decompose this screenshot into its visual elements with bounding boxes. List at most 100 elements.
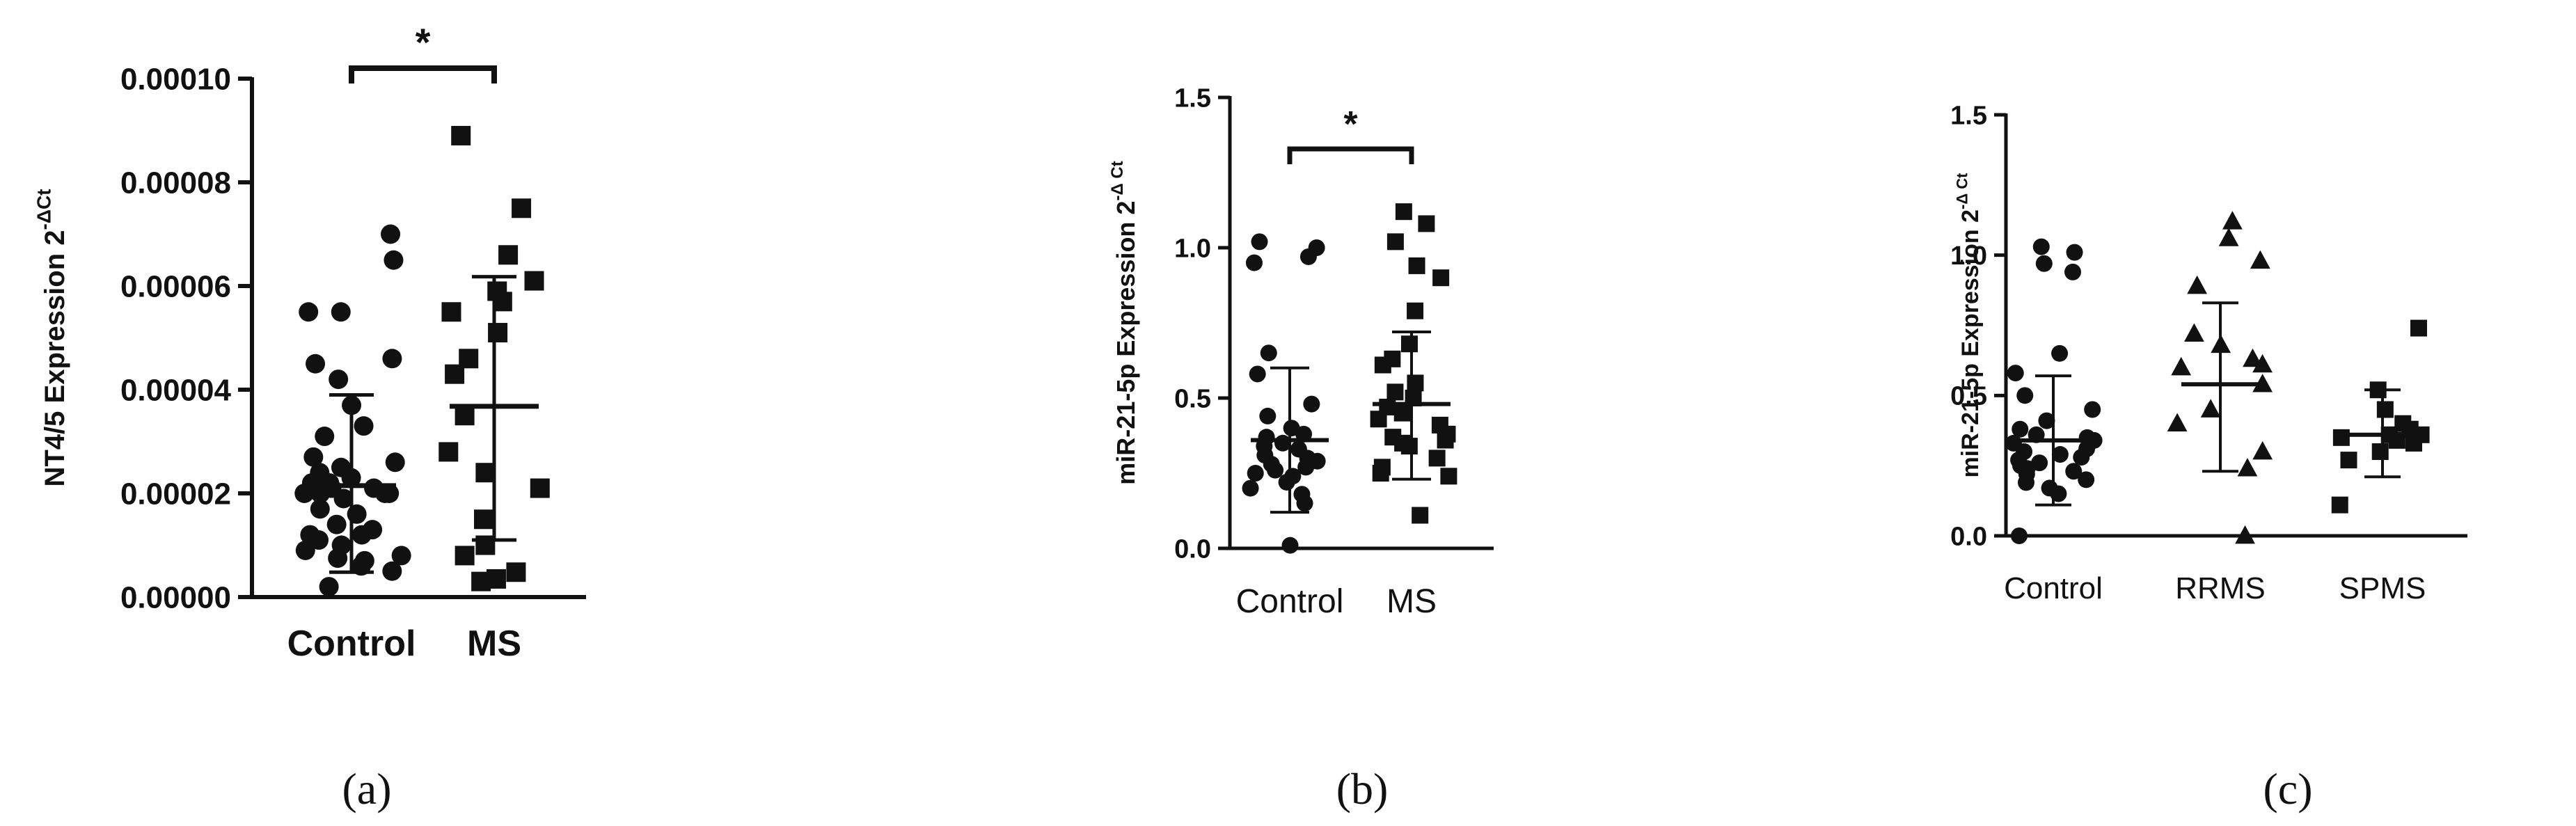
data-point-circle	[2016, 387, 2034, 404]
data-point-circle	[1267, 461, 1284, 479]
data-point-square	[2340, 452, 2357, 469]
data-point-square	[1395, 203, 1412, 221]
chart-panel-3: 0.0 0.5 1.0 1.5 miR-21-5p Expression 2-Δ Ct C…	[1950, 101, 2467, 813]
data-point-circle	[2035, 255, 2053, 272]
series-control	[1242, 233, 1329, 554]
data-point-circle	[351, 556, 371, 576]
data-point-circle	[1260, 344, 1277, 362]
data-point-circle	[2032, 238, 2050, 255]
data-point-circle	[299, 302, 319, 322]
series-control	[2005, 238, 2103, 544]
data-point-circle	[385, 452, 405, 472]
y-tick-label: 0.00006	[120, 269, 231, 303]
data-point-square	[441, 302, 461, 322]
data-point-circle	[342, 395, 362, 415]
data-point-circle	[1297, 459, 1315, 476]
data-point-square	[498, 245, 519, 265]
y-tick-label: 0.00000	[120, 580, 231, 614]
data-point-square	[475, 535, 496, 555]
x-category-label: Control	[2004, 571, 2103, 605]
data-point-circle	[2012, 420, 2029, 438]
y-axis-title: NT4/5 Expression 2-ΔCt	[33, 189, 70, 486]
data-point-square	[1370, 411, 1387, 428]
data-point-triangle	[2235, 525, 2255, 544]
data-point-circle	[391, 546, 411, 566]
chart-panel-2: 0.0 0.5 1.0 1.5 miR-21-5p Expression 2-Δ Ct C…	[1108, 84, 1494, 813]
data-point-circle	[341, 468, 361, 488]
data-point-circle	[306, 354, 326, 374]
y-axis-title-superscript: -Δ Ct	[1954, 173, 1971, 209]
data-point-square	[492, 292, 512, 312]
data-point-square	[2388, 431, 2405, 449]
y-tick-label: 0.0	[1950, 522, 1987, 551]
data-point-square	[1412, 507, 1429, 524]
data-point-circle	[1295, 425, 1313, 443]
data-point-triangle	[2243, 348, 2263, 367]
data-point-circle	[2028, 426, 2045, 443]
y-tick-label: 0.5	[1950, 382, 1987, 411]
chart-panel-1: 0.00000 0.00002 0.00004 0.00006 0.00008 0.000…	[33, 20, 586, 813]
data-point-circle	[1242, 479, 1259, 497]
data-point-circle	[382, 561, 402, 581]
data-point-circle	[2065, 463, 2083, 480]
data-point-square	[1432, 269, 1450, 287]
data-point-circle	[1281, 537, 1299, 554]
y-tick-label: 0.5	[1174, 384, 1211, 413]
data-point-triangle	[2252, 374, 2273, 392]
data-point-circle	[354, 416, 374, 436]
y-axis-title-main: miR-21-5p Expression 2	[1957, 209, 1984, 477]
data-point-square	[451, 125, 471, 145]
y-tick-label: 1.0	[1174, 234, 1211, 263]
data-point-circle	[1247, 465, 1264, 482]
panel-label: (a)	[342, 764, 391, 813]
data-point-circle	[2051, 446, 2069, 463]
data-point-circle	[310, 499, 330, 519]
y-tick-label: 1.5	[1950, 101, 1987, 130]
significance-bracket	[1287, 146, 1414, 164]
series-spms	[2331, 319, 2430, 514]
data-point-square	[1408, 257, 1425, 274]
data-point-circle	[1251, 233, 1268, 251]
data-point-square	[1418, 215, 1435, 232]
data-point-circle	[2051, 344, 2069, 362]
data-point-square	[2376, 401, 2394, 418]
significance-bracket	[349, 65, 497, 84]
data-point-circle	[382, 349, 402, 369]
data-point-square	[488, 323, 508, 343]
data-point-square	[1437, 431, 1454, 449]
data-point-circle	[2007, 365, 2024, 382]
data-point-square	[445, 364, 465, 384]
data-point-triangle	[2187, 275, 2208, 294]
data-point-circle	[2017, 474, 2034, 491]
y-tick-label: 0.00008	[120, 166, 231, 200]
data-point-square	[2410, 319, 2427, 337]
data-point-circle	[381, 224, 401, 244]
data-point-circle	[375, 484, 395, 503]
data-point-circle	[310, 484, 331, 503]
data-point-circle	[2038, 412, 2055, 429]
x-category-label: RRMS	[2175, 571, 2266, 605]
data-point-square	[512, 198, 532, 219]
y-tick-label: 0.00004	[120, 373, 232, 407]
y-tick-label: 0.00002	[120, 477, 231, 511]
data-point-triangle	[2200, 399, 2221, 418]
x-category-label: MS	[467, 624, 521, 664]
y-axis-title-main: NT4/5 Expression 2	[40, 230, 70, 486]
significance-star: *	[1343, 104, 1358, 145]
x-category-label: Control	[287, 624, 416, 664]
y-axis-title-superscript: -ΔCt	[33, 189, 54, 230]
data-point-circle	[309, 530, 329, 550]
data-point-square	[1374, 356, 1391, 374]
data-point-square	[1372, 465, 1389, 482]
data-point-circle	[328, 548, 348, 569]
data-point-triangle	[2222, 211, 2243, 230]
x-category-label: Control	[1236, 583, 1344, 620]
data-point-circle	[2064, 263, 2081, 280]
data-point-square	[1440, 468, 1457, 485]
data-point-square	[1428, 450, 1446, 467]
data-point-circle	[2073, 449, 2090, 466]
data-point-circle	[2010, 527, 2028, 544]
data-point-circle	[315, 427, 335, 447]
data-point-circle	[2084, 401, 2101, 418]
data-point-triangle	[2252, 354, 2273, 373]
